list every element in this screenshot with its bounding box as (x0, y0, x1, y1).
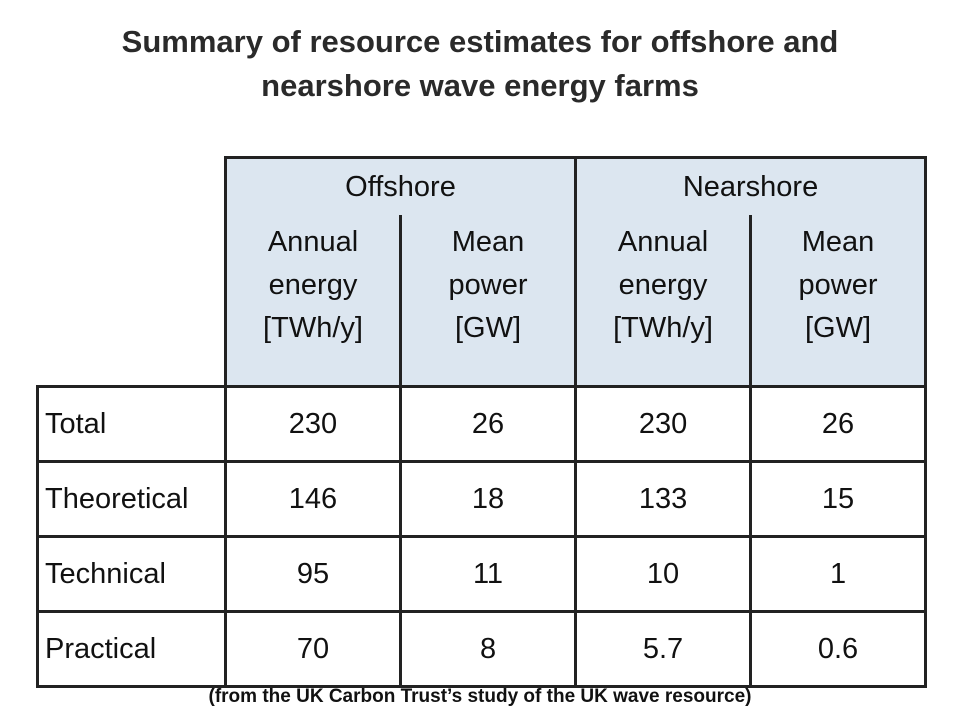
table-row-technical: Technical 95 11 10 1 (36, 535, 928, 613)
column-header-line: energy (618, 269, 708, 301)
table-cell: 70 (224, 610, 402, 688)
group-header-row: Offshore Nearshore (37, 156, 928, 215)
table-row-practical: Practical 70 8 5.7 0.6 (36, 610, 928, 688)
table-row-theoretical: Theoretical 146 18 133 15 (36, 460, 928, 538)
column-header-line: power (798, 269, 878, 301)
table-corner (37, 157, 226, 215)
page-title: Summary of resource estimates for offsho… (0, 20, 960, 108)
table-cell: 11 (398, 535, 578, 613)
table-cell: 133 (574, 460, 753, 538)
title-line-1: Summary of resource estimates for offsho… (121, 24, 839, 59)
table-cell: 5.7 (574, 610, 753, 688)
column-header-line: Annual (267, 226, 359, 258)
column-header-line: [TWh/y] (263, 312, 363, 344)
table-cell: 230 (574, 385, 753, 463)
row-label: Practical (36, 610, 227, 688)
column-header-line: Annual (617, 226, 709, 258)
column-header-line: power (448, 269, 528, 301)
table-cell: 26 (398, 385, 578, 463)
column-header-row: Annual energy [TWh/y] Mean power [GW] An… (37, 215, 928, 387)
table-corner-lower (37, 215, 226, 387)
table-cell: 8 (398, 610, 578, 688)
table-cell: 146 (224, 460, 402, 538)
table-cell: 230 (224, 385, 402, 463)
table-cell: 18 (398, 460, 578, 538)
column-header-line: Mean (801, 226, 875, 258)
column-header-line: energy (268, 269, 358, 301)
column-header-offshore-energy: Annual energy [TWh/y] (224, 215, 402, 387)
column-header-line: [TWh/y] (613, 312, 713, 344)
source-caption: (from the UK Carbon Trust’s study of the… (208, 686, 752, 707)
column-header-nearshore-power: Mean power [GW] (750, 215, 928, 387)
resource-estimates-table: Offshore Nearshore Annual energy [TWh/y]… (36, 156, 928, 688)
table-cell: 10 (574, 535, 753, 613)
column-header-offshore-power: Mean power [GW] (400, 215, 578, 387)
table-row-total: Total 230 26 230 26 (36, 385, 928, 463)
group-header-offshore: Offshore (223, 156, 578, 215)
group-header-nearshore: Nearshore (574, 156, 928, 215)
column-header-line: Mean (451, 226, 525, 258)
table-cell: 95 (224, 535, 402, 613)
row-label: Total (36, 385, 227, 463)
table-cell: 0.6 (749, 610, 928, 688)
column-header-line: [GW] (454, 312, 522, 344)
table-cell: 1 (749, 535, 928, 613)
title-line-2: nearshore wave energy farms (261, 68, 699, 103)
column-header-nearshore-energy: Annual energy [TWh/y] (574, 215, 753, 387)
table-cell: 26 (749, 385, 928, 463)
table-cell: 15 (749, 460, 928, 538)
row-label: Theoretical (36, 460, 227, 538)
row-label: Technical (36, 535, 227, 613)
column-header-line: [GW] (804, 312, 872, 344)
